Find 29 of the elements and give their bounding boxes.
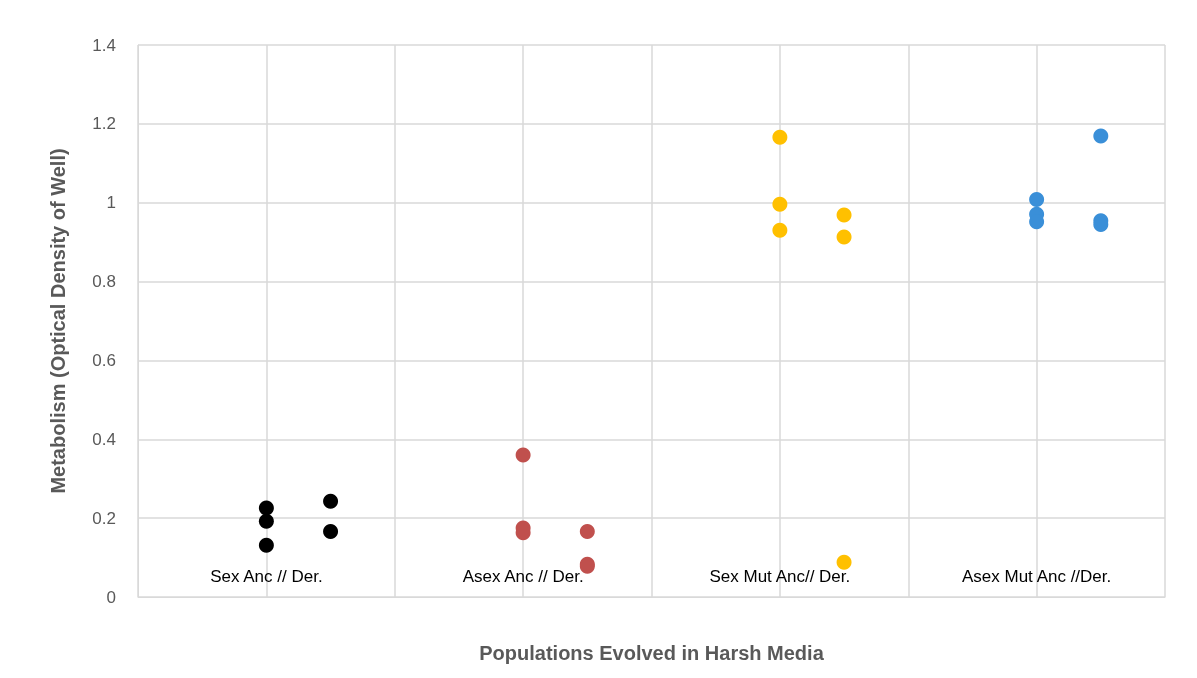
y-tick-label: 1.4: [92, 35, 116, 55]
point: [1029, 192, 1045, 208]
point: [579, 524, 595, 540]
y-tick-label: 0.6: [92, 350, 116, 370]
x-tick-label: Sex Mut Anc// Der.: [709, 567, 851, 586]
point: [258, 500, 274, 516]
y-axis-title: Metabolism (Optical Density of Well): [47, 148, 69, 494]
point: [836, 207, 852, 223]
point: [1093, 128, 1109, 144]
point: [323, 493, 339, 509]
point: [323, 524, 339, 540]
point: [258, 537, 274, 553]
point: [836, 554, 852, 570]
y-tick-label: 1.2: [92, 114, 116, 134]
y-tick-label: 0.2: [92, 508, 116, 528]
y-tick-label: 0: [106, 587, 116, 607]
point: [772, 222, 788, 238]
x-tick-label: Sex Anc // Der.: [210, 567, 323, 586]
x-axis-title: Populations Evolved in Harsh Media: [479, 642, 825, 664]
x-tick-label: Asex Mut Anc //Der.: [961, 567, 1112, 586]
x-tick-label: Asex Anc // Der.: [462, 567, 584, 586]
point: [258, 513, 274, 529]
point: [836, 229, 852, 245]
y-tick-label: 0.4: [92, 429, 116, 449]
point: [772, 196, 788, 212]
y-tick-label: 1: [106, 193, 116, 213]
point: [772, 129, 788, 145]
point: [515, 447, 531, 463]
y-tick-label: 0.8: [92, 272, 116, 292]
